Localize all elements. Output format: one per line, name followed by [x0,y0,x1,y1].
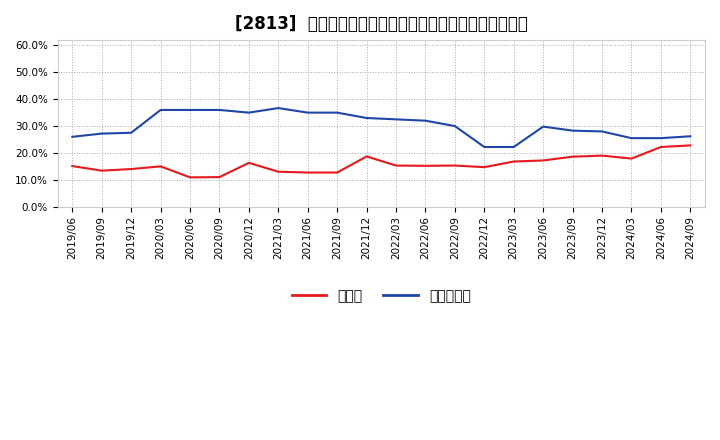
有利子負債 [303,110,312,115]
有利子負債 [627,136,636,141]
現須金 [303,170,312,175]
Line: 有利子負債: 有利子負債 [72,108,690,147]
現須金 [539,158,547,163]
有利子負債 [245,110,253,115]
現須金 [627,156,636,161]
有利子負債 [510,144,518,150]
現須金 [245,160,253,165]
現須金 [686,143,695,148]
有利子負債 [156,107,165,113]
Title: [2813]  現須金、有利子負債の総資産に対する比率の推移: [2813] 現須金、有利子負債の総資産に対する比率の推移 [235,15,528,33]
現須金 [657,144,665,150]
有利子負債 [362,115,371,121]
有利子負債 [127,130,135,136]
有利子負債 [215,107,224,113]
現須金 [215,175,224,180]
有利子負債 [598,129,606,134]
有利子負債 [451,124,459,129]
有利子負債 [568,128,577,133]
現須金 [156,164,165,169]
現須金 [421,163,430,169]
現須金 [186,175,194,180]
現須金 [274,169,283,174]
Legend: 現須金, 有利子負債: 現須金, 有利子負債 [286,283,477,308]
有利子負債 [392,117,400,122]
有利子負債 [480,144,489,150]
有利子負債 [97,131,106,136]
現須金 [127,166,135,172]
有利子負債 [539,124,547,129]
現須金 [362,154,371,159]
現須金 [510,159,518,164]
現須金 [333,170,341,175]
有利子負債 [657,136,665,141]
現須金 [68,163,76,169]
Line: 現須金: 現須金 [72,145,690,177]
現須金 [392,163,400,168]
有利子負債 [421,118,430,123]
現須金 [480,165,489,170]
現須金 [451,163,459,168]
有利子負債 [186,107,194,113]
有利子負債 [333,110,341,115]
有利子負債 [686,134,695,139]
有利子負債 [274,106,283,111]
現須金 [97,168,106,173]
現須金 [568,154,577,159]
有利子負債 [68,134,76,139]
現須金 [598,153,606,158]
